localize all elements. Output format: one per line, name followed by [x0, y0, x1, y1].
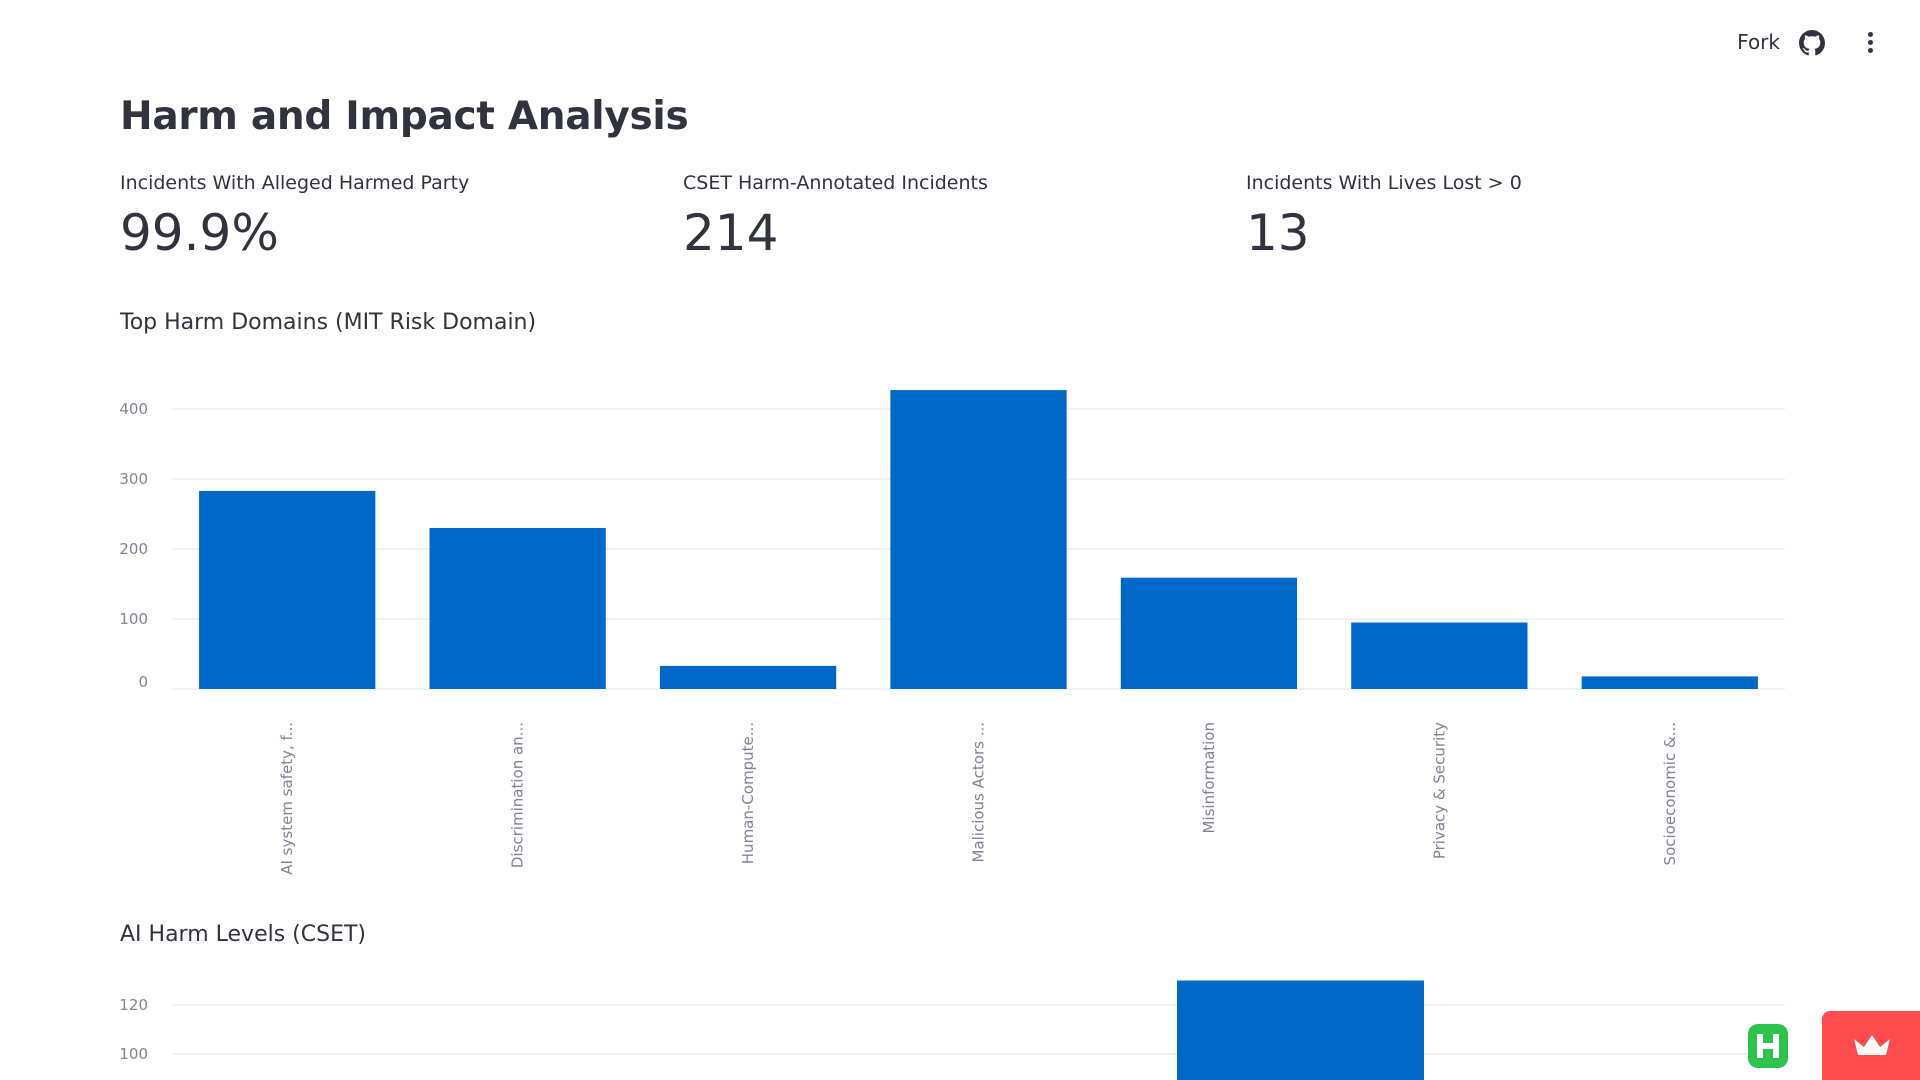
x-tick-label: Privacy & Security: [1430, 722, 1448, 859]
bar: [1177, 980, 1424, 1080]
y-tick-label: 0: [138, 673, 148, 691]
metric-label: Incidents With Alleged Harmed Party: [120, 172, 470, 194]
metric-value: 214: [683, 204, 779, 262]
x-tick-label: AI system safety, f...: [278, 722, 296, 875]
y-tick-label: 120: [119, 996, 148, 1014]
harm-domains-title: Top Harm Domains (MIT Risk Domain): [120, 310, 537, 335]
y-tick-label: 200: [119, 540, 148, 558]
metric-value: 99.9%: [120, 204, 279, 262]
metric-cset-annotated: CSET Harm-Annotated Incidents 214: [683, 172, 1223, 262]
kebab-menu-icon[interactable]: [1865, 32, 1875, 58]
metric-label: CSET Harm-Annotated Incidents: [683, 172, 988, 194]
x-tick-label: Misinformation: [1200, 722, 1218, 834]
crown-icon: [1854, 1035, 1890, 1055]
x-tick-label: Socioeconomic &...: [1661, 722, 1679, 865]
y-tick-label: 100: [119, 1045, 148, 1063]
harm-levels-title: AI Harm Levels (CSET): [120, 922, 366, 947]
bar: [1351, 622, 1528, 689]
y-tick-label: 100: [119, 610, 148, 628]
metric-value: 13: [1246, 204, 1310, 262]
bar: [659, 665, 837, 689]
bar: [199, 490, 376, 689]
harm-domains-chart: 0 100 200 300 400 AI system safety, f... Discr…: [119, 390, 1785, 875]
fork-button[interactable]: Fork: [1737, 30, 1780, 54]
page-title: Harm and Impact Analysis: [120, 94, 689, 139]
bar: [429, 528, 606, 689]
x-tick-label: Malicious Actors ...: [970, 722, 988, 863]
bar: [890, 390, 1067, 689]
metric-harmed-party: Incidents With Alleged Harmed Party 99.9…: [120, 172, 660, 262]
y-tick-label: 400: [119, 400, 148, 418]
app-header: Fork: [0, 0, 1920, 88]
bar: [1120, 577, 1298, 689]
streamlit-badge[interactable]: [1822, 1011, 1920, 1080]
harm-levels-chart: 100 120: [119, 980, 1785, 1080]
x-tick-label: Human-Compute...: [739, 722, 757, 864]
hosting-badge-icon[interactable]: [1748, 1024, 1788, 1068]
x-tick-label: Discrimination an...: [509, 722, 527, 868]
metric-label: Incidents With Lives Lost > 0: [1246, 172, 1522, 194]
bar: [1581, 676, 1758, 689]
metric-lives-lost: Incidents With Lives Lost > 0 13: [1246, 172, 1786, 262]
y-tick-label: 300: [119, 470, 148, 488]
github-icon[interactable]: [1799, 30, 1825, 56]
